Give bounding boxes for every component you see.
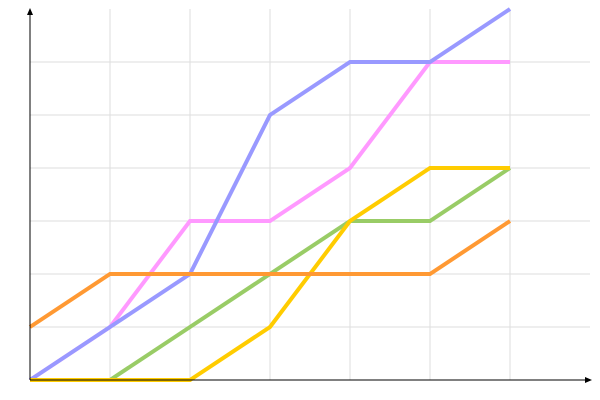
axes <box>27 8 592 383</box>
y-axis-arrow <box>27 8 33 15</box>
series-lines <box>28 7 512 382</box>
series-line-4 <box>28 219 512 329</box>
series-line-1 <box>28 7 512 382</box>
x-axis-arrow <box>585 377 592 383</box>
